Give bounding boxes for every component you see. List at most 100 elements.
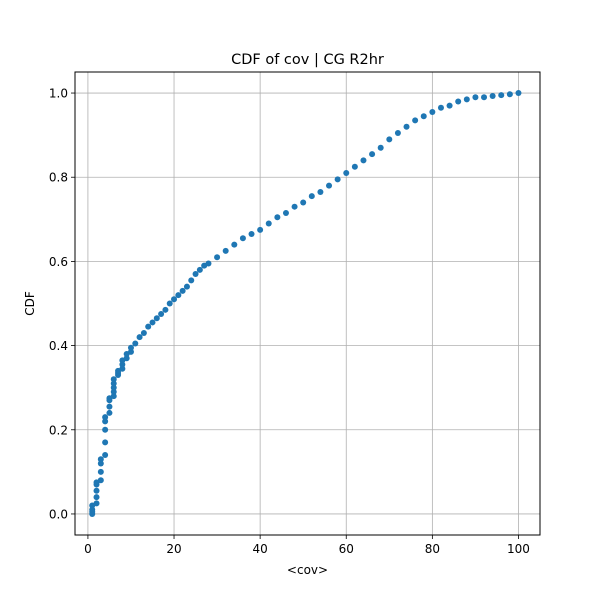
data-point (369, 151, 376, 158)
data-point (127, 344, 134, 351)
data-point (446, 102, 453, 109)
x-tick-label: 100 (507, 542, 530, 556)
data-point (239, 235, 246, 242)
y-tick-label: 1.0 (49, 87, 68, 101)
data-point (89, 506, 96, 513)
data-point (97, 468, 104, 475)
data-point (300, 199, 307, 206)
y-tick-label: 0.0 (49, 507, 68, 521)
y-tick-label: 0.6 (49, 255, 68, 269)
data-point (506, 91, 513, 98)
data-point (97, 456, 104, 463)
data-point (102, 418, 109, 425)
data-point (222, 247, 229, 254)
data-point (481, 94, 488, 101)
x-axis-ticks: 0 20 40 60 80 100 (84, 535, 530, 556)
data-point (317, 188, 324, 195)
data-point (515, 90, 522, 97)
data-point (110, 393, 117, 400)
data-point (463, 96, 470, 103)
data-point (351, 163, 358, 170)
data-point (145, 323, 152, 330)
data-point (248, 231, 255, 238)
data-point (158, 311, 165, 318)
data-points (89, 90, 522, 517)
data-point (102, 414, 109, 421)
x-tick-label: 0 (84, 542, 92, 556)
x-tick-label: 60 (339, 542, 354, 556)
data-point (93, 500, 100, 507)
chart-title: CDF of cov | CG R2hr (231, 52, 384, 68)
data-point (291, 203, 298, 210)
data-point (119, 361, 126, 368)
data-point (102, 426, 109, 433)
data-point (308, 193, 315, 200)
data-point (179, 287, 186, 294)
y-tick-label: 0.2 (49, 423, 68, 437)
data-point (386, 136, 393, 143)
data-point (274, 214, 281, 221)
data-point (127, 348, 134, 355)
data-point (110, 376, 117, 383)
data-point (472, 94, 479, 101)
data-point (110, 388, 117, 395)
data-point (412, 117, 419, 124)
data-point (420, 113, 427, 120)
data-point (394, 130, 401, 137)
data-point (171, 296, 178, 303)
x-tick-label: 20 (166, 542, 181, 556)
data-point (136, 334, 143, 341)
axes-frame (74, 71, 541, 536)
x-tick-label: 80 (425, 542, 440, 556)
data-point (119, 365, 126, 372)
data-point (282, 210, 289, 217)
data-point (257, 226, 264, 233)
data-point (106, 403, 113, 410)
data-point (110, 380, 117, 387)
data-point (110, 384, 117, 391)
data-point (93, 494, 100, 501)
y-axis-ticks: 0.0 0.2 0.4 0.6 0.8 1.0 (49, 87, 75, 521)
data-point (102, 452, 109, 459)
data-point (162, 306, 169, 313)
data-point (123, 355, 130, 362)
data-point (205, 260, 212, 267)
data-point (132, 340, 139, 347)
data-point (102, 439, 109, 446)
data-point (334, 176, 341, 183)
grid (75, 72, 540, 535)
data-point (498, 92, 505, 99)
data-point (377, 144, 384, 151)
data-point (455, 98, 462, 105)
data-point (214, 254, 221, 261)
x-tick-label: 40 (252, 542, 267, 556)
data-point (93, 487, 100, 494)
x-axis-label: <cov> (287, 563, 328, 577)
data-point (429, 108, 436, 115)
data-point (343, 170, 350, 177)
data-point (97, 477, 104, 484)
data-point (97, 460, 104, 467)
data-point (192, 271, 199, 278)
y-axis-label: CDF (23, 291, 37, 316)
data-point (231, 241, 238, 248)
data-point (175, 292, 182, 299)
data-point (106, 409, 113, 416)
y-tick-label: 0.8 (49, 171, 68, 185)
data-point (360, 157, 367, 164)
y-tick-label: 0.4 (49, 339, 68, 353)
data-point (196, 266, 203, 273)
data-point (188, 277, 195, 284)
data-point (326, 182, 333, 189)
data-point (149, 319, 156, 326)
data-point (489, 92, 496, 99)
data-point (403, 123, 410, 130)
data-point (265, 220, 272, 227)
data-point (437, 104, 444, 111)
data-point (153, 315, 160, 322)
data-point (140, 329, 147, 336)
data-point (183, 283, 190, 290)
